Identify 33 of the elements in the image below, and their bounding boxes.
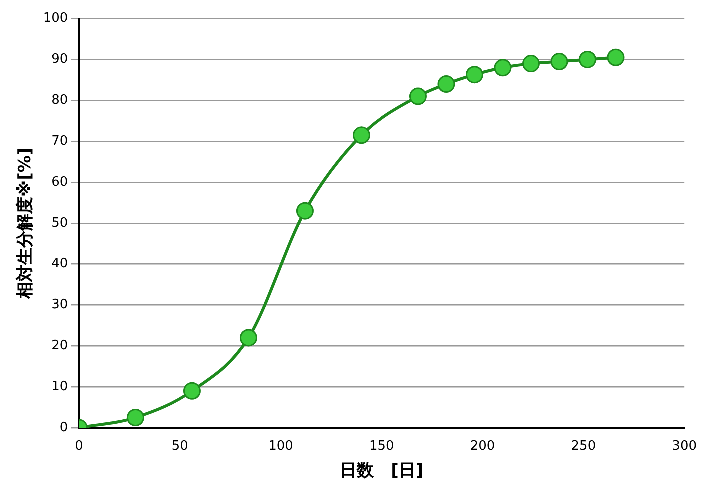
- point: [126, 409, 144, 427]
- point: [438, 76, 456, 94]
- y-tick-label: 80: [52, 93, 68, 108]
- y-tick-label: 10: [52, 379, 68, 394]
- y-tick-label: 90: [52, 52, 68, 68]
- point: [240, 329, 258, 347]
- point: [522, 55, 540, 73]
- point: [296, 202, 314, 220]
- x-tick-label: 200: [470, 439, 496, 454]
- point: [409, 88, 427, 106]
- y-tick-label: 20: [52, 338, 68, 354]
- x-tick-label: 100: [268, 439, 294, 454]
- x-tick-label: 250: [571, 439, 596, 454]
- point: [494, 59, 512, 77]
- x-tick-label: 150: [369, 439, 394, 454]
- y-tick-label: 70: [52, 134, 68, 149]
- x-tick-label: 50: [172, 439, 188, 454]
- point: [550, 53, 568, 71]
- y-tick-label: 60: [52, 174, 68, 190]
- y-tick-label: 100: [43, 11, 68, 26]
- y-tick-label: 40: [52, 256, 68, 272]
- point: [466, 66, 484, 84]
- y-axis-title: 相対生分解度※[%]: [16, 148, 36, 300]
- point: [607, 48, 625, 66]
- point: [578, 50, 596, 68]
- point: [352, 126, 370, 144]
- y-tick-label: 50: [52, 216, 68, 231]
- point: [183, 382, 201, 400]
- x-tick-label: 0: [75, 439, 84, 454]
- x-tick-label: 300: [672, 439, 698, 454]
- y-tick-label: 0: [60, 420, 68, 436]
- x-axis-title: 日数 [日]: [340, 461, 424, 482]
- y-tick-label: 30: [52, 298, 68, 313]
